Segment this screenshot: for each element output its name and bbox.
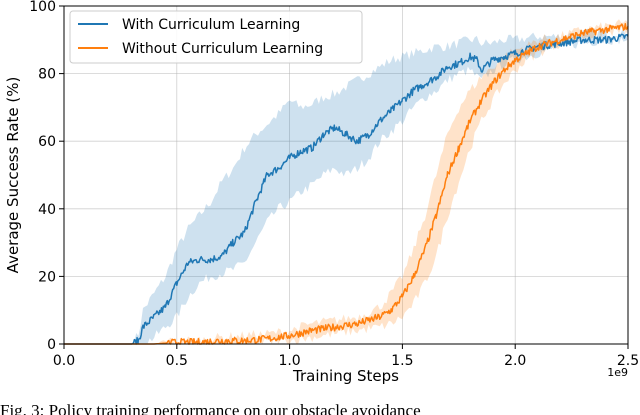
x-axis-label: Training Steps [292, 367, 399, 385]
series-line-0 [64, 33, 629, 345]
series-lines [64, 22, 629, 345]
series-line-1 [64, 22, 629, 345]
x-tick-label: 0.0 [53, 353, 75, 369]
figure-caption: Fig. 3: Policy training performance on o… [0, 401, 421, 415]
y-tick-label: 100 [29, 0, 56, 15]
success-rate-chart: 0.0 0.5 1.0 1.5 2.0 2.5 0 20 40 60 80 100 Training … [4, 0, 639, 385]
legend-box [69, 10, 363, 64]
x-tick-label: 1.5 [391, 353, 413, 369]
legend: With Curriculum Learning Without Curricu… [69, 10, 363, 64]
axis-ticks: 0.0 0.5 1.0 1.5 2.0 2.5 0 20 40 60 80 100 [29, 0, 639, 369]
confidence-bands [64, 19, 628, 345]
y-tick-label: 20 [38, 269, 56, 285]
confidence-band-0 [64, 28, 628, 345]
x-tick-label: 0.5 [166, 353, 188, 369]
confidence-band-1 [64, 19, 628, 345]
legend-label-without: Without Curriculum Learning [122, 41, 323, 57]
x-tick-label: 2.5 [617, 353, 639, 369]
y-tick-label: 80 [38, 67, 56, 83]
y-tick-label: 60 [38, 134, 56, 150]
y-tick-label: 0 [47, 337, 56, 353]
y-tick-label: 40 [38, 202, 56, 218]
x-offset-label: 1e9 [607, 366, 628, 379]
plot-frame [63, 5, 629, 345]
x-tick-label: 1.0 [278, 353, 300, 369]
x-tick-label: 2.0 [504, 353, 526, 369]
y-axis-label: Average Success Rate (%) [4, 77, 22, 274]
legend-label-with: With Curriculum Learning [122, 17, 300, 33]
